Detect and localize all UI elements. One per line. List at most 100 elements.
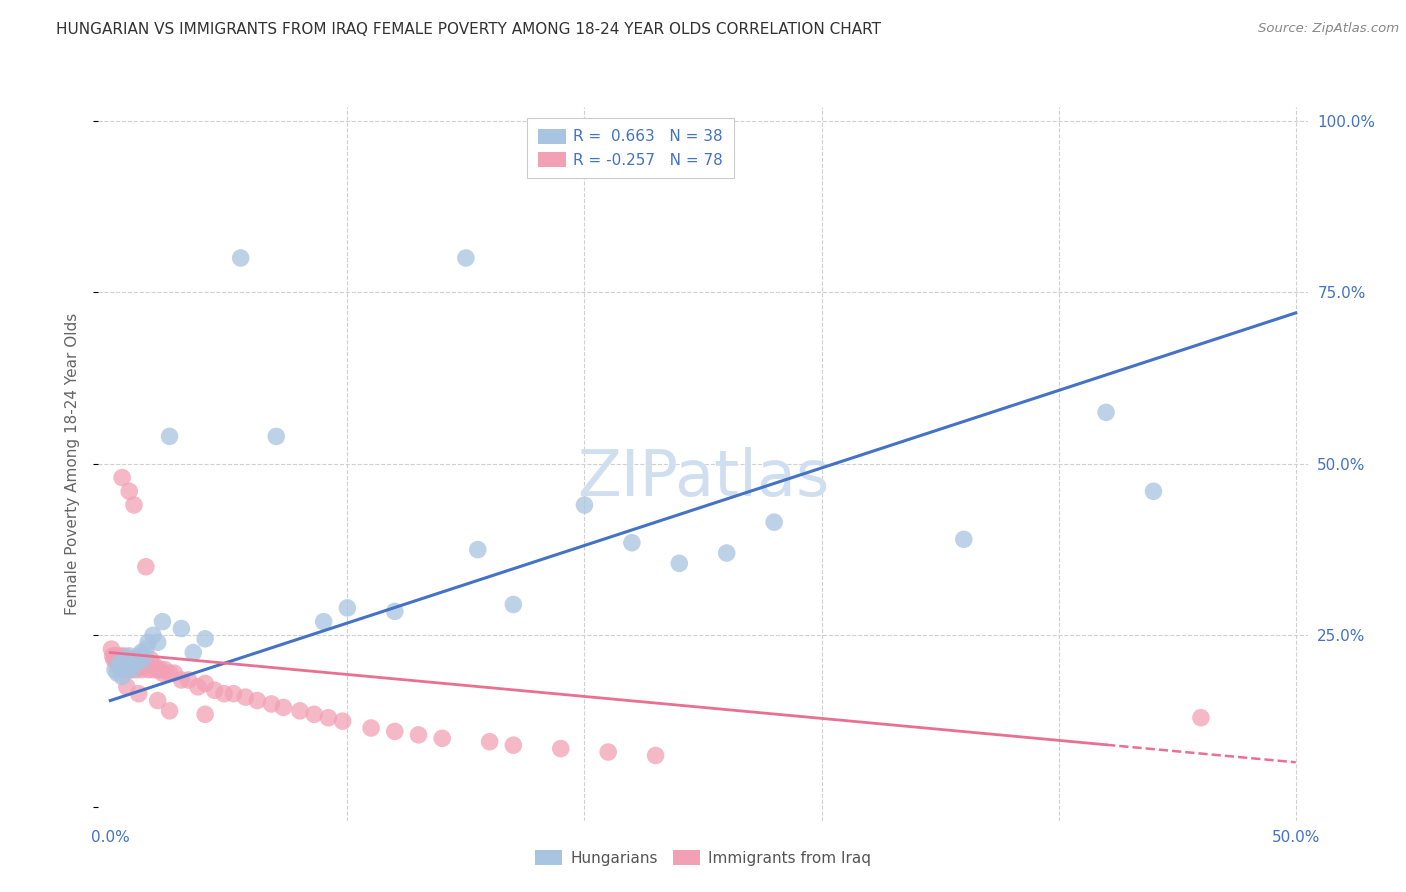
Point <box>644 748 666 763</box>
Point <box>108 656 131 670</box>
Point <box>408 728 430 742</box>
Point <box>125 663 148 677</box>
Point <box>136 663 159 677</box>
Point <box>129 656 152 670</box>
Point <box>111 669 134 683</box>
Point <box>170 622 193 636</box>
Point <box>114 648 136 663</box>
Point <box>620 535 643 549</box>
Point <box>105 666 128 681</box>
Point <box>132 652 155 666</box>
Point <box>118 484 141 499</box>
Point <box>716 546 738 560</box>
Point <box>122 652 145 666</box>
Point <box>101 648 124 663</box>
Point <box>952 533 974 547</box>
Point <box>117 656 139 670</box>
Point <box>467 542 489 557</box>
Point <box>360 721 382 735</box>
Point <box>122 498 145 512</box>
Point <box>103 652 125 666</box>
Point <box>118 663 141 677</box>
Point <box>108 659 131 673</box>
Point <box>111 470 134 484</box>
Point <box>129 646 152 660</box>
Point <box>574 498 596 512</box>
Text: Source: ZipAtlas.com: Source: ZipAtlas.com <box>1258 22 1399 36</box>
Point <box>384 604 406 618</box>
Point <box>136 635 159 649</box>
Point <box>115 652 138 666</box>
Point <box>112 652 135 666</box>
Point <box>128 687 150 701</box>
Point <box>246 693 269 707</box>
Point <box>159 429 181 443</box>
Point <box>159 666 181 681</box>
Point <box>152 615 174 629</box>
Point <box>288 704 311 718</box>
Point <box>260 697 283 711</box>
Point <box>177 673 200 687</box>
Point <box>1189 711 1212 725</box>
Point <box>125 656 148 670</box>
Point <box>128 648 150 663</box>
Point <box>336 601 359 615</box>
Point <box>121 663 143 677</box>
Point <box>114 659 136 673</box>
Point <box>194 632 217 646</box>
Point <box>181 646 204 660</box>
Point <box>502 598 524 612</box>
Point <box>135 559 157 574</box>
Point <box>142 628 165 642</box>
Point <box>1142 484 1164 499</box>
Point <box>132 659 155 673</box>
Point <box>146 635 169 649</box>
Text: ZIPatlas: ZIPatlas <box>576 447 830 509</box>
Point <box>114 652 136 666</box>
Point <box>104 648 127 663</box>
Point <box>118 648 141 663</box>
Point <box>478 735 501 749</box>
Point <box>100 642 122 657</box>
Point <box>235 690 257 705</box>
Point <box>384 724 406 739</box>
Point <box>105 652 128 666</box>
Y-axis label: Female Poverty Among 18-24 Year Olds: Female Poverty Among 18-24 Year Olds <box>65 313 80 615</box>
Point <box>115 680 138 694</box>
Point <box>122 652 145 666</box>
Point <box>153 663 176 677</box>
Point <box>129 663 152 677</box>
Point <box>194 707 217 722</box>
Point <box>204 683 226 698</box>
Point <box>135 642 157 657</box>
Point <box>332 714 354 728</box>
Point <box>159 704 181 718</box>
Point <box>108 652 131 666</box>
Point <box>264 429 287 443</box>
Point <box>118 652 141 666</box>
Point <box>146 693 169 707</box>
Point <box>149 663 172 677</box>
Point <box>143 659 166 673</box>
Point <box>502 738 524 752</box>
Point <box>668 557 690 571</box>
Point <box>135 656 157 670</box>
Point <box>125 652 148 666</box>
Point <box>302 707 325 722</box>
Point <box>121 652 143 666</box>
Point <box>312 615 335 629</box>
Point <box>1095 405 1118 419</box>
Legend: Hungarians, Immigrants from Iraq: Hungarians, Immigrants from Iraq <box>527 843 879 873</box>
Point <box>105 656 128 670</box>
Point <box>194 676 217 690</box>
Point <box>318 711 340 725</box>
Point <box>115 659 138 673</box>
Point <box>111 652 134 666</box>
Point <box>222 687 245 701</box>
Point <box>115 663 138 677</box>
Point <box>142 663 165 677</box>
Point <box>122 659 145 673</box>
Point <box>121 663 143 677</box>
Point <box>152 666 174 681</box>
Point <box>598 745 620 759</box>
